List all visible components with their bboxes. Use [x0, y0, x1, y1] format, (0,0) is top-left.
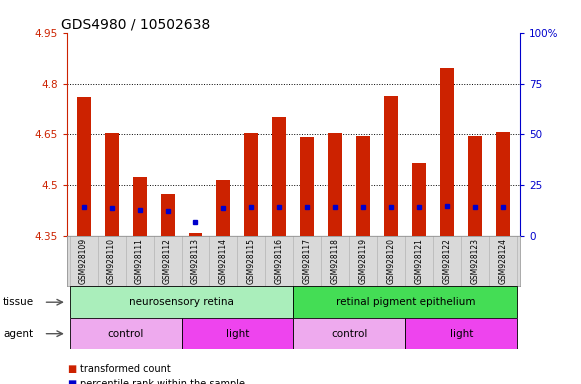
- Text: GSM928124: GSM928124: [498, 238, 508, 284]
- Text: GSM928112: GSM928112: [163, 238, 172, 283]
- Text: transformed count: transformed count: [80, 364, 170, 374]
- Bar: [132, 177, 146, 236]
- Text: GSM928119: GSM928119: [359, 238, 368, 284]
- Text: GSM928116: GSM928116: [275, 238, 284, 284]
- Bar: [328, 133, 342, 236]
- Bar: [468, 136, 482, 236]
- Bar: [217, 180, 231, 236]
- Text: ■: ■: [67, 379, 76, 384]
- Text: GSM928122: GSM928122: [443, 238, 452, 283]
- Bar: [245, 133, 259, 236]
- Text: neurosensory retina: neurosensory retina: [129, 297, 234, 307]
- Bar: [413, 163, 426, 236]
- Bar: [272, 118, 286, 236]
- Text: GSM928114: GSM928114: [219, 238, 228, 284]
- Bar: [384, 96, 399, 236]
- Bar: [105, 133, 119, 236]
- Text: GSM928120: GSM928120: [387, 238, 396, 284]
- Text: GSM928111: GSM928111: [135, 238, 144, 283]
- Bar: [293, 286, 517, 318]
- Text: GSM928118: GSM928118: [331, 238, 340, 283]
- Bar: [356, 136, 370, 236]
- Text: GSM928110: GSM928110: [107, 238, 116, 284]
- Text: GSM928115: GSM928115: [247, 238, 256, 284]
- Text: GSM928113: GSM928113: [191, 238, 200, 284]
- Text: retinal pigment epithelium: retinal pigment epithelium: [336, 297, 475, 307]
- Bar: [160, 194, 174, 236]
- Text: agent: agent: [3, 329, 33, 339]
- Bar: [188, 233, 203, 236]
- Text: light: light: [226, 329, 249, 339]
- Text: GSM928121: GSM928121: [415, 238, 424, 283]
- Bar: [70, 318, 181, 349]
- Text: GSM928117: GSM928117: [303, 238, 312, 284]
- Bar: [496, 132, 510, 236]
- Bar: [293, 318, 406, 349]
- Text: percentile rank within the sample: percentile rank within the sample: [80, 379, 245, 384]
- Text: light: light: [450, 329, 473, 339]
- Text: GSM928109: GSM928109: [79, 238, 88, 284]
- Bar: [440, 68, 454, 236]
- Text: control: control: [331, 329, 368, 339]
- Text: GSM928123: GSM928123: [471, 238, 480, 284]
- Bar: [300, 137, 314, 236]
- Bar: [181, 318, 293, 349]
- Text: tissue: tissue: [3, 297, 34, 307]
- Bar: [406, 318, 517, 349]
- Bar: [77, 97, 91, 236]
- Bar: [70, 286, 293, 318]
- Text: GDS4980 / 10502638: GDS4980 / 10502638: [61, 17, 210, 31]
- Text: control: control: [107, 329, 144, 339]
- Text: ■: ■: [67, 364, 76, 374]
